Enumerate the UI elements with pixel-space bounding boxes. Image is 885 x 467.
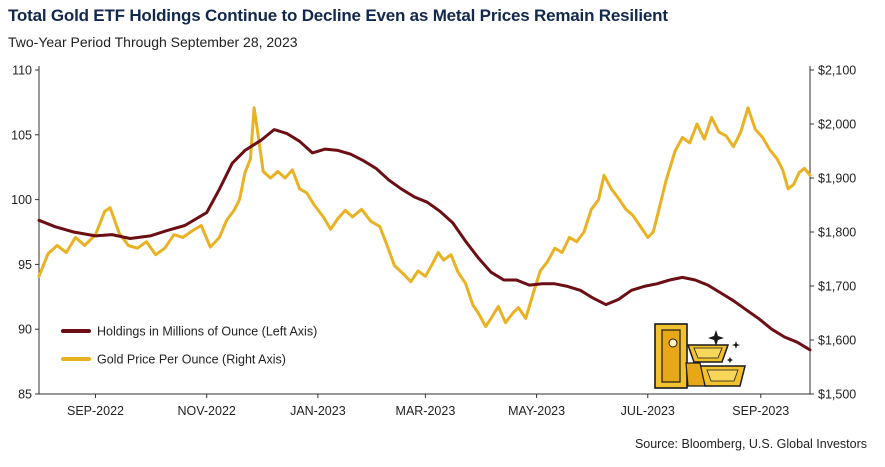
x-tick-label: MAY-2023 (508, 404, 565, 418)
left-tick-label: 95 (18, 258, 32, 272)
x-tick-label: SEP-2022 (67, 404, 124, 418)
holdings-line (37, 128, 812, 352)
x-tick-label: JUL-2023 (621, 404, 675, 418)
gold-bars-icon (654, 323, 746, 389)
right-tick-label: $2,100 (818, 64, 856, 78)
left-tick-label: 85 (18, 388, 32, 402)
x-tick-label: NOV-2022 (178, 404, 236, 418)
right-tick-label: $1,500 (818, 388, 856, 402)
chart-legend: Holdings in Millions of Ounce (Left Axis… (61, 325, 317, 367)
x-tick-label: MAR-2023 (396, 404, 456, 418)
x-tick-label: SEP-2023 (732, 404, 789, 418)
left-tick-label: 110 (12, 64, 32, 78)
right-tick-label: $1,700 (818, 280, 856, 294)
chart-subtitle: Two-Year Period Through September 28, 20… (8, 34, 298, 50)
right-tick-label: $1,800 (818, 226, 856, 240)
right-tick-label: $1,600 (818, 334, 856, 348)
left-tick-label: 105 (11, 128, 32, 142)
source-note: Source: Bloomberg, U.S. Global Investors (634, 437, 867, 451)
chart-axes (38, 66, 811, 395)
left-tick-label: 100 (11, 193, 32, 207)
chart-ticks: 85 90 95 100 105 110 $1,500 $1,600 $1,700 $1,800 $… (11, 64, 856, 419)
chart-title: Total Gold ETF Holdings Continue to Decl… (8, 6, 668, 25)
gold-price-line (37, 106, 812, 328)
left-tick-label: 90 (18, 323, 32, 337)
x-tick-label: JAN-2023 (290, 404, 346, 418)
legend-label: Gold Price Per Ounce (Right Axis) (97, 353, 286, 367)
right-tick-label: $1,900 (818, 172, 856, 186)
right-tick-label: $2,000 (818, 118, 856, 132)
chart-lines (37, 106, 812, 352)
legend-label: Holdings in Millions of Ounce (Left Axis… (97, 325, 317, 339)
